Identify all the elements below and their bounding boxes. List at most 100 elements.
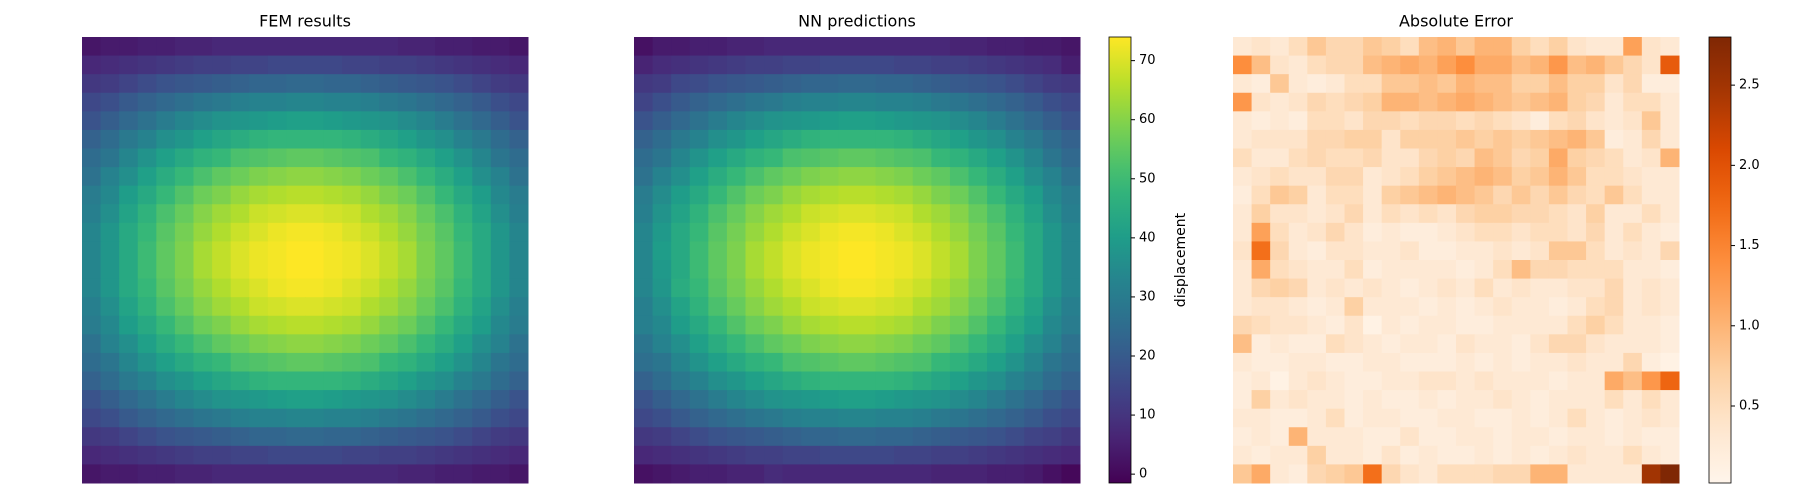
heatmap-cell bbox=[819, 390, 839, 410]
heatmap-cell bbox=[875, 260, 895, 280]
heatmap-cell bbox=[397, 74, 417, 94]
heatmap-cell bbox=[360, 297, 380, 317]
heatmap-cell bbox=[1623, 427, 1643, 447]
heatmap-cell bbox=[1307, 278, 1327, 298]
heatmap-cell bbox=[1307, 315, 1327, 335]
heatmap-cell bbox=[782, 297, 802, 317]
heatmap-cell bbox=[708, 241, 728, 261]
heatmap-cell bbox=[726, 37, 746, 57]
heatmap-cell bbox=[987, 167, 1007, 187]
heatmap-cell bbox=[397, 352, 417, 372]
heatmap-cell bbox=[1418, 371, 1438, 391]
heatmap-cell bbox=[1586, 297, 1606, 317]
heatmap-cell bbox=[1042, 278, 1062, 298]
heatmap-cell bbox=[1251, 204, 1271, 224]
heatmap-cell bbox=[708, 315, 728, 335]
heatmap-cell bbox=[416, 204, 436, 224]
heatmap-cell bbox=[819, 204, 839, 224]
heatmap-cell bbox=[305, 464, 325, 484]
heatmap-cell bbox=[1270, 297, 1290, 317]
heatmap-cell bbox=[1307, 371, 1327, 391]
heatmap-cell bbox=[912, 371, 932, 391]
heatmap-cell bbox=[634, 185, 654, 205]
heatmap-cell bbox=[1604, 352, 1624, 372]
heatmap-cell bbox=[1288, 464, 1308, 484]
heatmap-cell bbox=[1530, 464, 1550, 484]
heatmap-cell bbox=[1363, 315, 1383, 335]
heatmap-cell bbox=[987, 129, 1007, 149]
heatmap-cell bbox=[509, 445, 529, 465]
heatmap-cell bbox=[838, 148, 858, 168]
heatmap-cell bbox=[156, 148, 176, 168]
heatmap-cell bbox=[472, 297, 492, 317]
heatmap-cell bbox=[379, 352, 399, 372]
heatmap-cell bbox=[726, 371, 746, 391]
heatmap-cell bbox=[379, 37, 399, 57]
heatmap-cell bbox=[1474, 148, 1494, 168]
heatmap-cell bbox=[1363, 129, 1383, 149]
heatmap-cell bbox=[1024, 74, 1044, 94]
heatmap-cell bbox=[968, 445, 988, 465]
heatmap-cell bbox=[819, 55, 839, 75]
heatmap-cell bbox=[472, 408, 492, 428]
heatmap-cell bbox=[1548, 297, 1568, 317]
heatmap-cell bbox=[1233, 222, 1253, 242]
heatmap-cell bbox=[230, 390, 250, 410]
heatmap-cell bbox=[912, 74, 932, 94]
heatmap-cell bbox=[1344, 408, 1364, 428]
heatmap-cell bbox=[490, 167, 510, 187]
heatmap-cell bbox=[894, 260, 914, 280]
heatmap-cell bbox=[1325, 390, 1345, 410]
heatmap-cell bbox=[137, 260, 157, 280]
heatmap-cell bbox=[1604, 148, 1624, 168]
heatmap-cell bbox=[1005, 111, 1025, 131]
heatmap-cell bbox=[894, 148, 914, 168]
heatmap-cell bbox=[1381, 334, 1401, 354]
heatmap-cell bbox=[267, 445, 287, 465]
heatmap-cell bbox=[1061, 464, 1081, 484]
heatmap-cell bbox=[174, 74, 194, 94]
heatmap-cell bbox=[1623, 352, 1643, 372]
heatmap-cell bbox=[1251, 260, 1271, 280]
heatmap-cell bbox=[509, 315, 529, 335]
heatmap-cell bbox=[912, 55, 932, 75]
heatmap-cell bbox=[193, 74, 213, 94]
heatmap-cell bbox=[119, 204, 139, 224]
heatmap-cell bbox=[212, 148, 232, 168]
heatmap-cell bbox=[1042, 111, 1062, 131]
heatmap-cell bbox=[174, 464, 194, 484]
heatmap-cell bbox=[509, 260, 529, 280]
heatmap-cell bbox=[267, 297, 287, 317]
heatmap-cell bbox=[1400, 297, 1420, 317]
heatmap-cell bbox=[212, 204, 232, 224]
heatmap-cell bbox=[1456, 315, 1476, 335]
heatmap-cell bbox=[689, 445, 709, 465]
heatmap-cell bbox=[782, 315, 802, 335]
heatmap-cell bbox=[1381, 427, 1401, 447]
heatmap-cell bbox=[286, 315, 306, 335]
heatmap-cell bbox=[82, 222, 102, 242]
heatmap-cell bbox=[782, 185, 802, 205]
heatmap-cell bbox=[286, 167, 306, 187]
heatmap-cell bbox=[490, 390, 510, 410]
heatmap-cell bbox=[838, 297, 858, 317]
heatmap-cell bbox=[875, 129, 895, 149]
heatmap-cell bbox=[987, 222, 1007, 242]
heatmap-cell bbox=[1024, 111, 1044, 131]
heatmap-cell bbox=[1344, 167, 1364, 187]
heatmap-cell bbox=[708, 334, 728, 354]
heatmap-cell bbox=[1567, 334, 1587, 354]
heatmap-cell bbox=[490, 148, 510, 168]
heatmap-cell bbox=[1400, 408, 1420, 428]
heatmap-cell bbox=[230, 92, 250, 112]
heatmap-cell bbox=[764, 278, 784, 298]
heatmap-cell bbox=[193, 92, 213, 112]
heatmap-cell bbox=[857, 167, 877, 187]
heatmap-cell bbox=[782, 55, 802, 75]
heatmap-cell bbox=[249, 390, 269, 410]
heatmap-cell bbox=[912, 408, 932, 428]
heatmap-cell bbox=[801, 297, 821, 317]
heatmap-cell bbox=[875, 371, 895, 391]
heatmap-cell bbox=[1307, 241, 1327, 261]
heatmap-cell bbox=[801, 111, 821, 131]
